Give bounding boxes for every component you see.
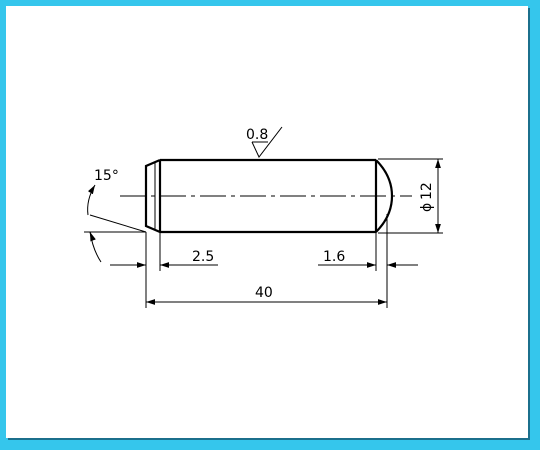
chamfer-length-label: 2.5: [192, 249, 214, 265]
chamfer-angle-label: 15°: [94, 168, 119, 184]
diameter-label: 12: [419, 182, 435, 200]
drawing-sheet: [6, 6, 528, 438]
end-length-label: 1.6: [323, 249, 345, 265]
surface-roughness-symbol: [251, 126, 283, 158]
diameter-symbol: ϕ: [419, 203, 435, 212]
diameter-dimension: [378, 158, 443, 234]
overall-length-label: 40: [255, 285, 273, 301]
chamfer-angle-dimension: [84, 184, 147, 263]
roughness-label: 0.8: [246, 127, 268, 143]
diameter-label-group: ϕ 12: [419, 182, 435, 212]
chamfer-length-dimension: [110, 232, 218, 308]
end-length-dimension: [318, 214, 418, 308]
